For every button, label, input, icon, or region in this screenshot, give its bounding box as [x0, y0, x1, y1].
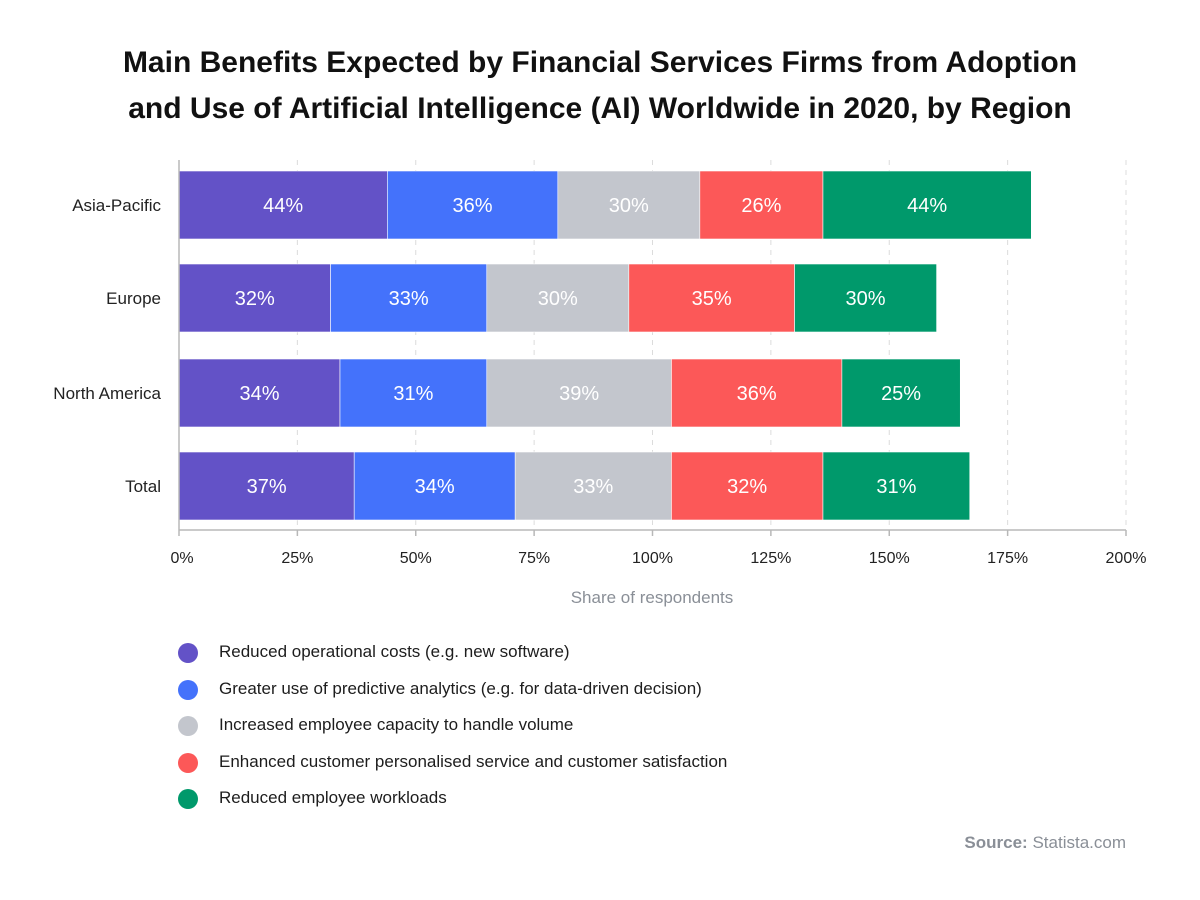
x-tick-label: 25%: [281, 550, 313, 567]
x-tick-label: 0%: [170, 550, 193, 567]
bar-segment: [178, 451, 355, 521]
legend-swatch-reduced-operational-costs: [178, 643, 198, 663]
category-label: North America: [53, 384, 161, 403]
category-label: Asia-Pacific: [72, 196, 161, 215]
chart-title: Main Benefits Expected by Financial Serv…: [0, 40, 1200, 132]
category-label: Europe: [106, 289, 161, 308]
data-label: 37%: [247, 476, 287, 498]
legend-label: Reduced employee workloads: [219, 788, 447, 807]
data-label: 34%: [239, 383, 279, 405]
bar-segment: [353, 451, 516, 521]
x-tick-label: 150%: [869, 550, 910, 567]
bar-segment: [514, 451, 672, 521]
category-label: Total: [125, 477, 161, 496]
source-value: Statista.com: [1032, 833, 1126, 852]
bar-segment: [178, 358, 341, 428]
data-label: 31%: [393, 383, 433, 405]
bar-segment: [486, 263, 630, 333]
legend-label: Enhanced customer personalised service a…: [219, 751, 728, 771]
bar-segment: [330, 263, 488, 333]
bar-segment: [822, 170, 1032, 240]
data-label: 30%: [538, 288, 578, 310]
legend-swatch-customer-service: [178, 752, 198, 773]
x-axis-label: Share of respondents: [570, 588, 734, 607]
x-tick-label: 75%: [518, 550, 550, 567]
data-label: 25%: [881, 383, 921, 405]
bar-segment: [671, 358, 843, 428]
bar-segment: [794, 263, 937, 333]
data-label: 30%: [609, 195, 649, 217]
data-label: 44%: [907, 195, 947, 217]
data-label: 39%: [559, 383, 599, 405]
x-tick-label: 200%: [1106, 550, 1147, 567]
bar-segment: [486, 358, 672, 428]
data-label: 32%: [727, 476, 767, 498]
data-label: 33%: [573, 476, 613, 498]
data-label: 35%: [692, 288, 732, 310]
legend-swatch-predictive-analytics: [178, 679, 198, 700]
data-label: 31%: [876, 476, 916, 498]
data-label: 30%: [846, 288, 886, 310]
data-label: 36%: [453, 195, 493, 217]
bar-segment: [699, 170, 824, 240]
data-label: 33%: [389, 288, 429, 310]
data-label: 44%: [263, 195, 303, 217]
bar-segment: [178, 170, 388, 240]
bar-segment: [671, 451, 824, 521]
legend-swatch-employee-workloads: [178, 789, 198, 809]
legend-swatch-employee-capacity: [178, 716, 198, 736]
data-label: 36%: [737, 383, 777, 405]
bar-segment: [841, 358, 961, 428]
x-tick-label: 125%: [750, 550, 791, 567]
chart-title-line-1: Main Benefits Expected by Financial Serv…: [122, 46, 1078, 79]
x-tick-label: 175%: [987, 550, 1028, 567]
chart-title-line-2: and Use of Artificial Intelligence (AI) …: [128, 92, 1072, 125]
legend-label: Increased employee capacity to handle vo…: [219, 715, 574, 734]
source-note: Source: Statista.com: [964, 833, 1126, 853]
bar-segment: [387, 170, 559, 240]
bar-segment: [178, 263, 331, 333]
bar-segment: [628, 263, 795, 333]
data-label: 32%: [235, 288, 275, 310]
legend-label: Reduced operational costs (e.g. new soft…: [219, 642, 570, 661]
data-label: 34%: [415, 476, 455, 498]
source-label: Source:: [964, 833, 1028, 852]
legend-label: Greater use of predictive analytics (e.g…: [219, 678, 702, 698]
x-tick-label: 50%: [400, 550, 432, 567]
data-label: 26%: [741, 195, 781, 217]
bar-segment: [822, 451, 971, 521]
x-tick-label: 100%: [632, 550, 673, 567]
bar-segment: [339, 358, 488, 428]
bar-segment: [557, 170, 701, 240]
